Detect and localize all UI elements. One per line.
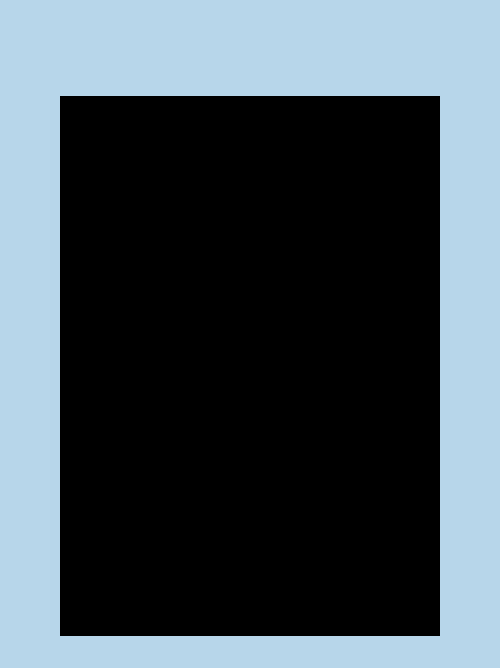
plot-area bbox=[60, 96, 440, 636]
growth-chart-page bbox=[0, 0, 500, 668]
growth-chart-svg bbox=[0, 0, 500, 668]
